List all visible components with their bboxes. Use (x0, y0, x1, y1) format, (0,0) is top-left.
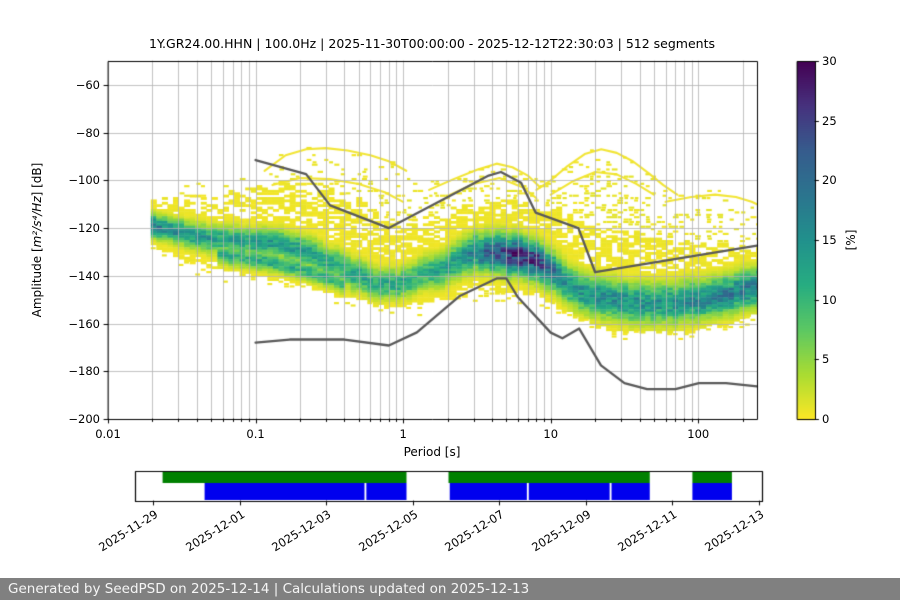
plot-title: 1Y.GR24.00.HHN | 100.0Hz | 2025-11-30T00… (149, 36, 715, 51)
y-tick-label: −160 (68, 316, 100, 331)
x-tick-label: 10 (543, 427, 559, 441)
x-tick-label: 100 (687, 427, 710, 441)
footer-bar: Generated by SeedPSD on 2025-12-14 | Cal… (0, 578, 900, 600)
colorbar-tick-label: 20 (822, 173, 837, 188)
y-tick-label: −80 (75, 125, 100, 140)
y-tick-label: −200 (68, 412, 100, 426)
y-tick-label: −120 (68, 221, 100, 236)
colorbar-tick-label: 15 (822, 233, 837, 247)
x-tick-label: 0.1 (246, 427, 265, 441)
colorbar-label: [%] (844, 229, 858, 251)
colorbar-tick-label: 30 (822, 54, 837, 68)
footer-text: Generated by SeedPSD on 2025-12-14 | Cal… (8, 581, 530, 597)
y-tick-label: −60 (75, 77, 100, 92)
y-tick-label: −140 (68, 268, 100, 283)
colorbar-tick-label: 25 (822, 113, 837, 128)
x-tick-label: 1 (399, 427, 407, 441)
y-tick-label: −100 (68, 173, 100, 188)
colorbar-tick-label: 10 (822, 292, 837, 307)
y-tick-label: −180 (68, 364, 100, 379)
colorbar-tick-label: 5 (822, 352, 830, 367)
x-tick-label: 0.01 (95, 427, 121, 441)
colorbar-tick-label: 0 (822, 412, 830, 426)
x-axis-label: Period [s] (403, 445, 461, 459)
